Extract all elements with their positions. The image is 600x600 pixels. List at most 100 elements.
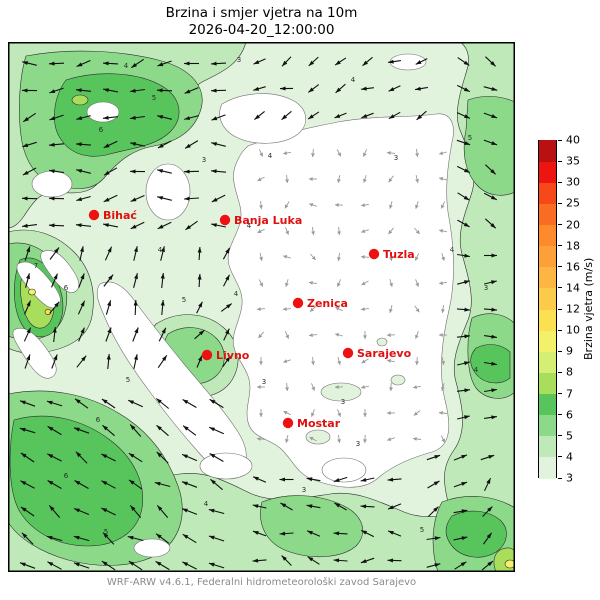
wind-arrow-head (282, 60, 288, 67)
colorbar-segment-18-20 (539, 224, 556, 247)
wind-arrow-head (360, 559, 367, 563)
city-dot-tuzla (368, 248, 380, 260)
wind-arrow-head (257, 307, 261, 311)
wind-arrow-head (416, 114, 423, 120)
wind-arrow-head (20, 480, 27, 486)
wind-arrow-head (226, 303, 232, 309)
wind-arrow-head (389, 204, 393, 209)
city-dot-zenica (292, 297, 304, 309)
wind-arrow-head (184, 169, 190, 174)
wind-arrow-head (311, 361, 315, 365)
wind-arrow-head (154, 481, 161, 486)
wind-arrow-head (333, 478, 340, 482)
wind-arrow-head (389, 387, 393, 391)
wind-arrow-head (490, 169, 496, 175)
wind-arrow-head (387, 411, 391, 415)
wind-arrow-head (107, 246, 112, 253)
wind-arrow-head (361, 385, 365, 389)
wind-arrow-head (463, 87, 470, 92)
wind-arrow-head (491, 388, 497, 393)
wind-arrow-head (388, 530, 394, 535)
colorbar-tick-25 (558, 202, 562, 204)
colorbar-segment-3-4 (539, 456, 556, 479)
wind-arrow-head (103, 532, 109, 538)
wind-arrow-head (75, 398, 81, 404)
wind-arrow-head (309, 333, 313, 337)
wind-arrow-head (161, 246, 165, 252)
arrow-region-righmid (456, 253, 498, 420)
wind-arrow-head (211, 223, 217, 228)
colorbar-tick-label-7: 7 (566, 387, 573, 400)
contour-label-17: 5 (104, 528, 108, 536)
wind-arrow-head (334, 114, 341, 118)
wind-arrow-head (101, 508, 108, 513)
wind-arrow-head (388, 505, 394, 510)
wind-arrow-head (464, 307, 470, 312)
city-dot-bihac (88, 209, 100, 221)
wind-arrow-head (76, 142, 82, 147)
wind-arrow-head (309, 203, 314, 207)
colorbar-tick-label-10: 10 (566, 323, 580, 337)
contour-label-3: 6 (99, 126, 104, 134)
wind-arrow-head (20, 453, 27, 458)
spot-white-spot-2 (31, 170, 73, 198)
arrow-region-topleft (21, 58, 227, 231)
spot-yellow-dot-1 (28, 288, 36, 296)
wind-arrow-head (439, 151, 444, 155)
wind-arrow-head (252, 504, 259, 509)
wind-arrow-head (415, 60, 422, 65)
patch-white-streak-3 (12, 328, 57, 379)
wind-arrow-head (197, 247, 202, 253)
contour-label-13: 4 (474, 366, 479, 374)
wind-arrow-head (182, 508, 188, 513)
wind-arrow-head (157, 169, 163, 173)
wind-arrow-head (488, 455, 495, 459)
wind-arrow-head (253, 86, 260, 91)
wind-arrow-head (259, 361, 263, 365)
wind-arrow-head (73, 535, 80, 540)
wind-arrow-head (49, 223, 55, 228)
wind-arrow-head (388, 59, 394, 64)
colorbar-tick-18 (558, 245, 562, 247)
wind-arrow-head (257, 385, 261, 389)
colorbar-tick-35 (558, 160, 562, 162)
wind-arrow-head (225, 247, 230, 254)
patch-white-streak-1 (16, 261, 61, 309)
wind-arrow-head (464, 361, 470, 366)
wind-arrow-head (433, 481, 440, 486)
wind-arrow-head (259, 256, 263, 261)
wind-arrow-head (337, 439, 341, 443)
contour-label-19: 5 (420, 526, 424, 534)
wind-arrow-head (76, 223, 82, 228)
colorbar-tick-10 (558, 329, 562, 331)
wind-arrow-head (415, 334, 419, 339)
wind-arrow-head (80, 327, 85, 334)
city-dot-banja-luka (219, 214, 231, 226)
wind-arrow-head (285, 334, 289, 339)
wind-arrow-head (208, 508, 215, 513)
city-label-banja-luka: Banja Luka (234, 214, 302, 227)
wind-arrow-head (130, 224, 137, 229)
wind-arrow-head (133, 300, 138, 306)
wind-arrow-head (102, 425, 108, 431)
wind-arrow-head (185, 225, 191, 230)
contour-label-20: 3 (341, 398, 345, 406)
wind-arrow-head (361, 359, 366, 364)
wind-arrow-head (107, 327, 112, 334)
colorbar-bar (538, 140, 557, 479)
wind-arrow-head (388, 87, 395, 92)
wind-arrow-head (128, 561, 135, 566)
wind-arrow-head (101, 454, 108, 459)
colorbar-segment-4-5 (539, 435, 556, 458)
wind-arrow-head (157, 62, 164, 67)
wind-arrow-head (283, 411, 288, 415)
colorbar-segment-20-25 (539, 203, 556, 225)
colorbar-segment-25-30 (539, 182, 556, 204)
wind-arrow-head (311, 153, 315, 157)
spot-white-spot-4 (199, 452, 253, 480)
spot-island-3 (305, 429, 331, 445)
wind-arrow-head (311, 412, 315, 417)
wind-arrow-head (106, 354, 111, 360)
wind-arrow-head (491, 307, 497, 312)
colorbar-tick-label-35: 35 (566, 154, 580, 168)
